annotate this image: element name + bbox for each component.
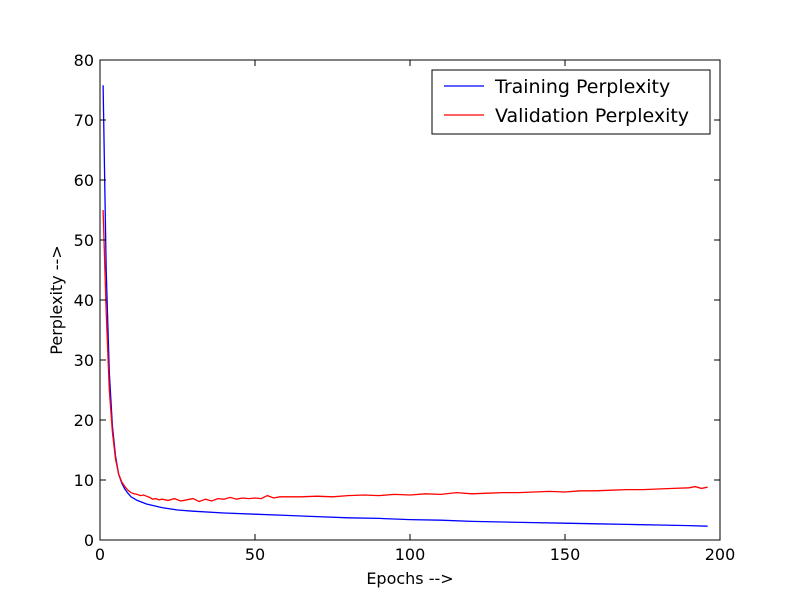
y-axis-label: Perplexity --> [47, 245, 66, 354]
y-tick-label: 70 [74, 111, 94, 130]
x-tick-label: 100 [395, 545, 426, 564]
y-tick-label: 50 [74, 231, 94, 250]
legend: Training Perplexity Validation Perplexity [431, 69, 711, 135]
legend-label-validation: Validation Perplexity [495, 105, 689, 127]
series-layer [102, 85, 708, 527]
y-tick-label: 80 [74, 51, 94, 70]
x-tick-label: 50 [245, 545, 265, 564]
legend-label-training: Training Perplexity [494, 76, 670, 98]
legend-box [431, 69, 711, 135]
y-tick-label: 10 [74, 471, 94, 490]
series-line-validation [102, 209, 708, 503]
y-tick-label: 60 [74, 171, 94, 190]
x-tick-label: 0 [95, 545, 105, 564]
x-tick-label: 150 [550, 545, 581, 564]
series-line-training [102, 85, 708, 527]
x-tick-label: 200 [705, 545, 736, 564]
y-tick-label: 0 [84, 531, 94, 550]
ticks-layer: 0 50 100 150 200 0 10 20 30 40 50 60 70 80 [74, 51, 736, 564]
y-tick-label: 30 [74, 351, 94, 370]
x-axis-label: Epochs --> [366, 569, 453, 588]
y-tick-label: 40 [74, 291, 94, 310]
y-tick-label: 20 [74, 411, 94, 430]
